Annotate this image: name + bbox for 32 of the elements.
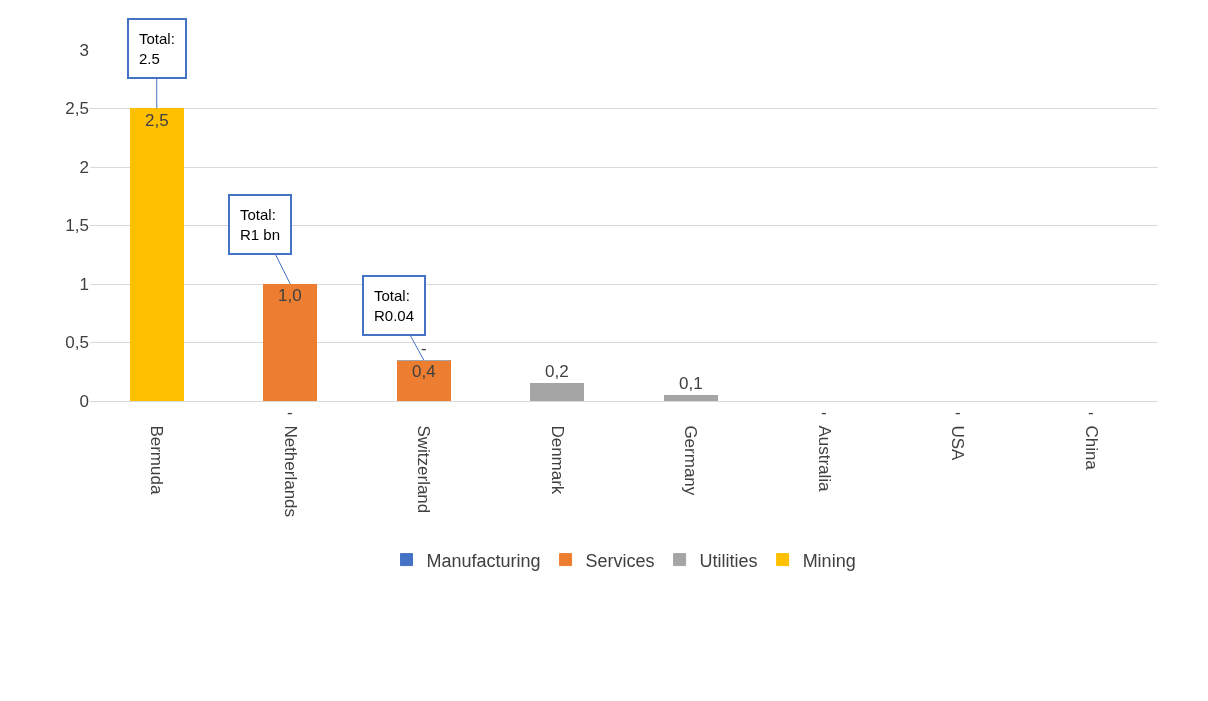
x-tick-label: Germany [681,425,701,496]
y-tick-label: 2,5 [65,99,89,119]
annotation: Total: R1 bn [240,206,281,243]
x-tick-label: China [1081,425,1101,471]
x-tick-label: USA [948,425,968,462]
x-tick-label: Australia [814,425,834,493]
y-tick-label: 1,5 [65,216,89,236]
annotation: Total: 2.5 [139,30,175,67]
data-label: - [421,339,427,358]
y-tick-label: 0,5 [65,333,89,353]
legend-label: Mining [802,550,856,571]
y-tick-label: 3 [79,40,89,60]
y-tick-label: 2 [79,157,89,177]
x-tick-label: Bermuda [147,425,167,495]
y-tick-label: 1 [79,274,89,294]
data-label: 0,1 [679,374,703,393]
data-label: 0,2 [545,362,569,381]
x-tick-label: Denmark [547,425,567,495]
y-tick-label: 0 [79,391,89,411]
data-label: - [821,403,827,422]
x-tick-label: Netherlands [280,425,300,518]
data-label: - [1088,403,1094,422]
annotation: Total: R0.04 [374,287,415,324]
data-label: 0,4 [412,362,436,381]
data-label: - [287,403,293,422]
data-label: - [955,403,961,422]
x-tick-label: Switzerland [414,425,434,514]
legend-label: Manufacturing [426,550,541,571]
legend-label: Utilities [699,550,758,571]
legend-label: Services [585,550,655,571]
data-label: 2,5 [145,111,169,130]
data-label: 1,0 [278,286,302,305]
